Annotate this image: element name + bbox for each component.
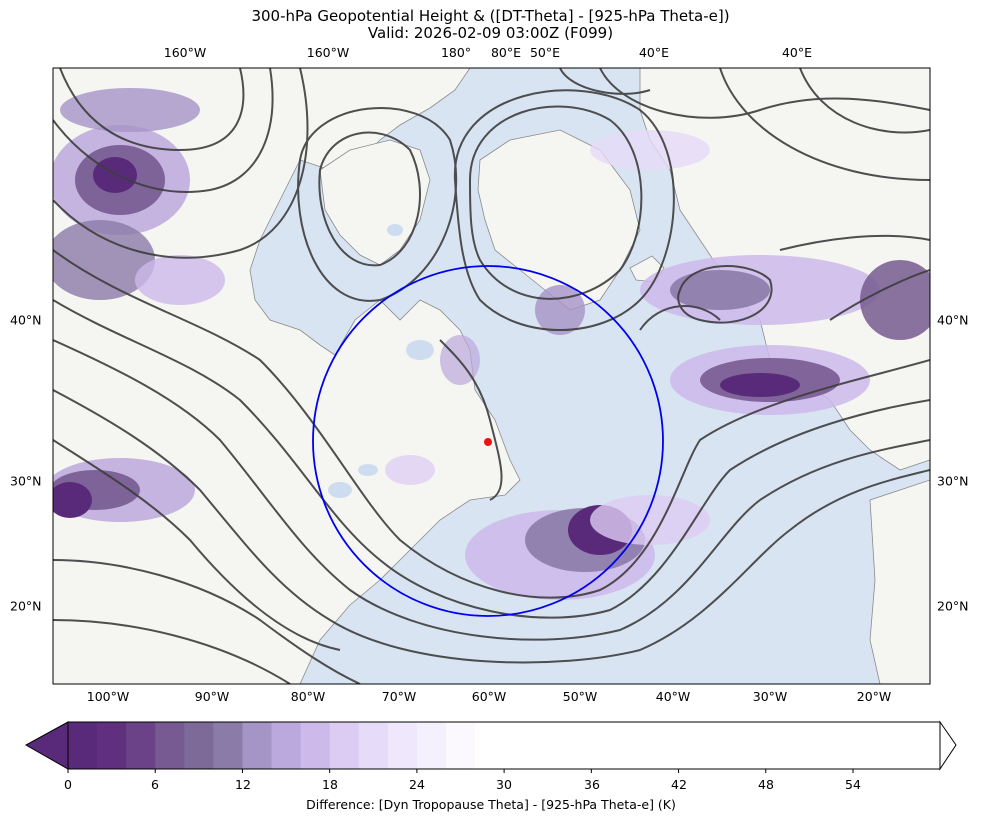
bottom-lon-label: 30°W bbox=[752, 689, 788, 704]
colorbar-extend-high bbox=[939, 720, 957, 771]
colorbar-bin bbox=[329, 722, 360, 769]
top-lon-label: 180° bbox=[440, 45, 472, 60]
right-lat-label: 40°N bbox=[937, 312, 969, 328]
colorbar-tick-label: 42 bbox=[671, 777, 687, 792]
top-lon-label: 40°E bbox=[781, 45, 813, 60]
colorbar-tick-label: 48 bbox=[758, 777, 774, 792]
top-lon-label: 80°E bbox=[490, 45, 522, 60]
colorbar-bin bbox=[242, 722, 273, 769]
chart-subtitle-valid-time: Valid: 2026-02-09 03:00Z (F099) bbox=[367, 24, 614, 42]
chart-title: 300-hPa Geopotential Height & ([DT-Theta… bbox=[251, 7, 730, 25]
bottom-lon-label: 60°W bbox=[471, 689, 507, 704]
right-lat-label: 30°N bbox=[937, 473, 969, 489]
top-lon-label: 40°E bbox=[638, 45, 670, 60]
land-greenland bbox=[477, 129, 641, 311]
lakes bbox=[328, 224, 434, 498]
colorbar-tick-label: 12 bbox=[235, 777, 251, 792]
colorbar-tick-label: 54 bbox=[845, 777, 861, 792]
colorbar-bin bbox=[358, 722, 389, 769]
colorbar-bin bbox=[97, 722, 127, 769]
bottom-lon-label: 40°W bbox=[655, 689, 691, 704]
colorbar-tick-marks bbox=[67, 769, 854, 773]
colorbar-bin bbox=[184, 722, 214, 769]
right-lat-label: 20°N bbox=[937, 598, 969, 614]
colorbar-bin bbox=[416, 722, 447, 769]
top-lon-label: 50°E bbox=[529, 45, 561, 60]
height-contours bbox=[53, 68, 930, 684]
colorbar-bin bbox=[445, 722, 476, 769]
colorbar-bin bbox=[300, 722, 331, 769]
bottom-lon-label: 90°W bbox=[194, 689, 230, 704]
land-arctic-islands bbox=[319, 139, 431, 266]
bottom-lon-label: 50°W bbox=[562, 689, 598, 704]
colorbar-tick-label: 0 bbox=[64, 777, 72, 792]
colorbar-extend-low bbox=[24, 721, 69, 770]
colorbar-bin bbox=[213, 722, 243, 769]
colorbar-tick-label: 30 bbox=[496, 777, 512, 792]
shading-difference-field bbox=[53, 88, 930, 600]
left-lat-label: 20°N bbox=[10, 598, 42, 614]
colorbar-bin bbox=[126, 722, 156, 769]
location-marker bbox=[484, 438, 492, 446]
left-lat-label: 40°N bbox=[10, 312, 42, 328]
land-africa bbox=[869, 479, 930, 684]
colorbar-bin bbox=[475, 722, 940, 769]
colorbar-bin bbox=[271, 722, 302, 769]
bottom-lon-label: 70°W bbox=[381, 689, 417, 704]
bottom-lon-label: 20°W bbox=[856, 689, 892, 704]
colorbar-tick-label: 18 bbox=[322, 777, 338, 792]
colorbar-bin bbox=[155, 722, 185, 769]
bottom-lon-label: 80°W bbox=[290, 689, 326, 704]
top-lon-label: 160°W bbox=[306, 45, 350, 60]
colorbar-bins bbox=[68, 722, 940, 769]
colorbar-tick-label: 24 bbox=[409, 777, 425, 792]
colorbar-bin bbox=[68, 722, 98, 769]
colorbar-bin bbox=[387, 722, 418, 769]
map-frame bbox=[52, 67, 931, 685]
colorbar-label: Difference: [Dyn Tropopause Theta] - [92… bbox=[306, 797, 676, 812]
map-panel bbox=[53, 68, 930, 684]
left-lat-label: 30°N bbox=[10, 473, 42, 489]
bottom-lon-label: 100°W bbox=[86, 689, 130, 704]
highlight-circle bbox=[312, 265, 664, 617]
top-lon-label: 160°W bbox=[163, 45, 207, 60]
colorbar-tick-label: 6 bbox=[151, 777, 159, 792]
colorbar-tick-label: 36 bbox=[584, 777, 600, 792]
